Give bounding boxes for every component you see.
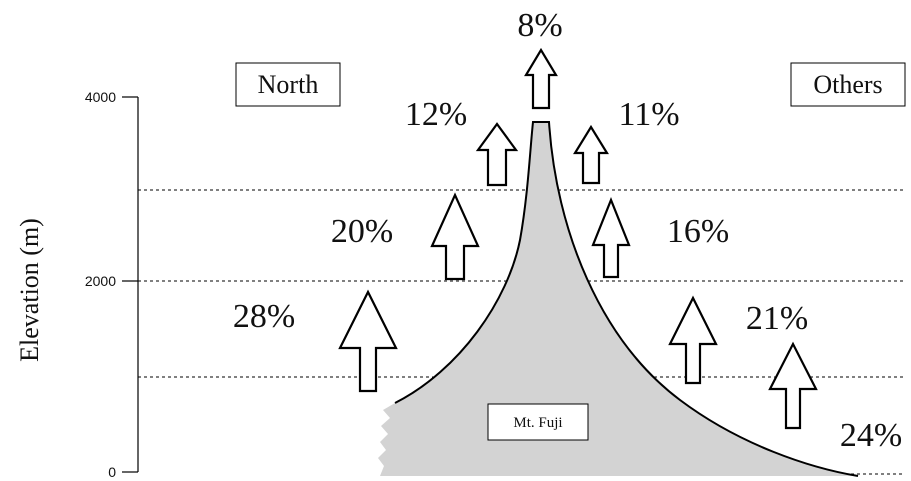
mt-fuji-label-box: [487, 403, 589, 441]
arrow-others-1000: [668, 295, 718, 385]
arrow-others-2000: [591, 197, 631, 279]
arrow-north-3000: [475, 122, 519, 187]
others-legend-label: Others: [813, 70, 882, 99]
y-tick-label-2000: 2000: [85, 273, 116, 289]
pct-others-0: 24%: [840, 417, 902, 454]
y-tick-label-4000: 4000: [85, 89, 116, 105]
y-axis-label: Elevation (m): [15, 218, 44, 362]
arrow-top: [524, 47, 558, 110]
arrow-others-3000: [573, 124, 609, 185]
pct-top: 8%: [517, 7, 562, 44]
arrow-north-2000: [430, 192, 480, 281]
y-tick-label-0: 0: [108, 464, 116, 480]
mountain-silhouette: [378, 122, 858, 476]
north-legend-label: North: [258, 70, 319, 99]
others-legend-box: [790, 62, 906, 107]
mountain-outline: [394, 121, 859, 477]
pct-north-3000: 12%: [405, 96, 467, 133]
north-legend-box: [235, 62, 341, 107]
arrow-others-0: [768, 341, 818, 430]
pct-others-1000: 21%: [746, 300, 808, 337]
pct-north-2000: 20%: [331, 213, 393, 250]
pct-others-2000: 16%: [667, 213, 729, 250]
mt-fuji-label: Mt. Fuji: [513, 415, 562, 431]
arrow-north-1000: [338, 289, 398, 393]
pct-north-1000: 28%: [233, 298, 295, 335]
pct-others-3000: 11%: [618, 96, 679, 133]
